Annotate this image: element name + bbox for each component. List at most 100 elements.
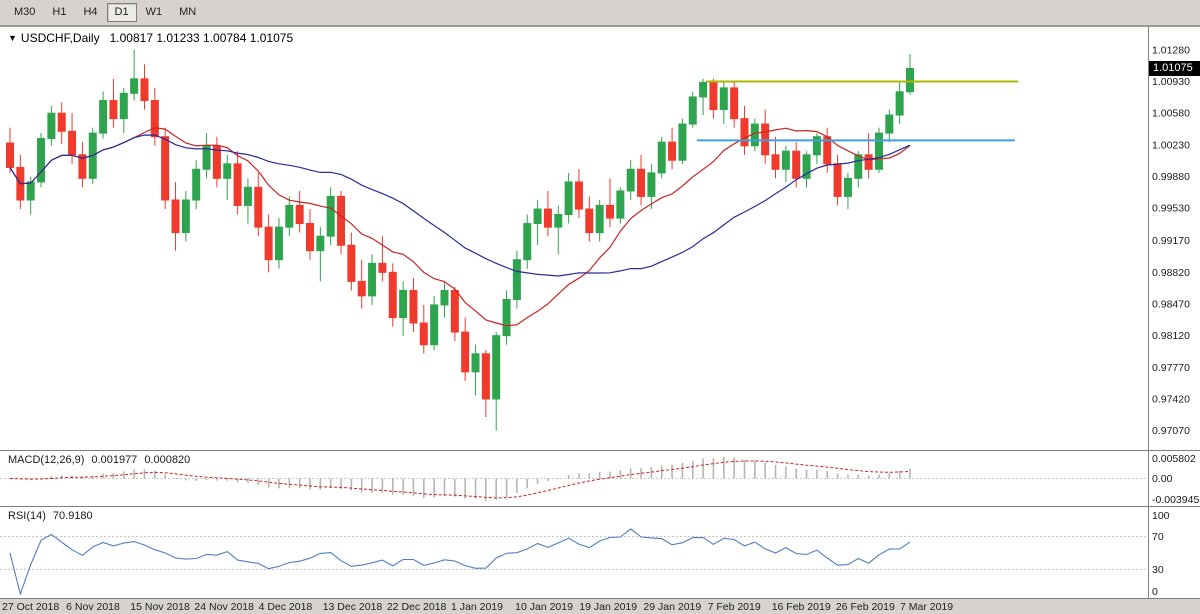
date-tick-label: 4 Dec 2018 — [259, 601, 313, 613]
chart-symbol-label: USDCHF,Daily — [20, 31, 100, 45]
candle-body — [678, 123, 687, 161]
macd-histogram-bar — [226, 478, 229, 481]
timeframe-button-h1[interactable]: H1 — [52, 6, 67, 18]
macd-histogram-bar — [257, 478, 260, 485]
timeframe-button-m30[interactable]: M30 — [14, 6, 36, 18]
macd-indicator-label: MACD(12,26,9) 0.001977 0.000820 — [8, 454, 197, 466]
candle-body — [181, 199, 190, 234]
timeframe-toolbar: M30 H1 H4 D1 W1 MN — [0, 0, 1200, 26]
macd-tick-label: -0.003945 — [1152, 494, 1199, 506]
candle-body — [99, 100, 108, 134]
macd-histogram-bar — [712, 457, 715, 479]
macd-histogram-bar — [857, 474, 860, 479]
candle-body — [368, 262, 377, 297]
candle-body — [606, 204, 614, 219]
macd-histogram-bar — [578, 473, 580, 479]
macd-histogram-bar — [247, 478, 249, 483]
candle-body — [585, 208, 594, 234]
ma-slow-line[interactable] — [9, 134, 911, 277]
price-tick-label: 1.01280 — [1152, 44, 1190, 56]
macd-histogram-bar — [433, 478, 435, 498]
rsi-tick-label: 0 — [1152, 586, 1158, 598]
macd-histogram-bar — [629, 468, 632, 479]
macd-histogram-bar — [567, 474, 570, 479]
macd-histogram-bar — [609, 471, 611, 479]
candle-body — [109, 100, 118, 120]
macd-histogram-bar — [816, 469, 818, 479]
macd-histogram-bar — [164, 474, 166, 479]
price-tick-label: 0.99170 — [1152, 235, 1190, 247]
price-tick-label: 0.98470 — [1152, 299, 1190, 311]
macd-value-main: 0.001977 — [91, 454, 138, 466]
candle-body — [233, 163, 242, 206]
candle-body — [719, 87, 728, 111]
macd-histogram-bar — [743, 459, 746, 479]
chart-header[interactable]: ▼ USDCHF,Daily 1.00817 1.01233 1.00784 1.0… — [8, 31, 293, 45]
candle-body — [554, 213, 563, 228]
rsi-value: 70.9180 — [52, 510, 93, 522]
candle-body — [171, 199, 180, 234]
macd-histogram-bar — [185, 478, 187, 481]
macd-histogram-bar — [309, 478, 311, 490]
macd-histogram-bar — [909, 468, 911, 479]
macd-histogram-bar — [826, 470, 829, 479]
macd-histogram-bar — [381, 478, 384, 493]
price-axis[interactable] — [1148, 26, 1200, 598]
candle-body — [533, 208, 542, 225]
chart-dropdown-icon[interactable]: ▼ — [8, 33, 17, 43]
candle-body — [47, 112, 56, 140]
macd-histogram-bar — [516, 478, 518, 494]
macd-histogram-bar — [671, 464, 673, 479]
macd-histogram-bar — [754, 460, 756, 479]
macd-histogram-bar — [691, 460, 694, 479]
macd-histogram-bar — [836, 473, 839, 479]
date-tick-label: 22 Dec 2018 — [387, 601, 447, 613]
rsi-tick-label: 30 — [1152, 564, 1164, 576]
macd-histogram-bar — [464, 478, 466, 499]
ma-fast-line[interactable] — [9, 127, 911, 327]
candle-body — [409, 289, 418, 324]
macd-histogram-bar — [505, 478, 508, 497]
candle-body — [647, 172, 656, 197]
macd-histogram-bar — [298, 478, 301, 489]
candle-body — [419, 322, 428, 346]
date-tick-label: 7 Mar 2019 — [900, 601, 953, 613]
price-tick-label: 0.99880 — [1152, 171, 1190, 183]
macd-histogram-bar — [722, 457, 725, 479]
macd-histogram-bar — [195, 478, 198, 481]
candle-body — [57, 112, 66, 132]
macd-histogram-bar — [474, 478, 477, 500]
time-axis[interactable] — [0, 598, 1148, 614]
macd-histogram-bar — [681, 462, 684, 479]
candle-body — [740, 118, 749, 147]
macd-tick-label: 0.00 — [1152, 473, 1173, 485]
candle-body — [326, 195, 335, 237]
timeframe-button-h4[interactable]: H4 — [83, 6, 98, 18]
timeframe-button-w1[interactable]: W1 — [145, 6, 163, 18]
timeframe-button-d1[interactable]: D1 — [106, 3, 137, 22]
rsi-indicator-label: RSI(14) 70.9180 — [8, 510, 100, 522]
price-tick-label: 0.98820 — [1152, 267, 1190, 279]
price-tick-label: 0.97070 — [1152, 425, 1190, 437]
timeframe-button-mn[interactable]: MN — [179, 6, 197, 18]
macd-histogram-bar — [619, 470, 622, 479]
candle-body — [595, 204, 604, 234]
macd-histogram-bar — [422, 478, 425, 498]
macd-histogram-bar — [547, 478, 549, 482]
candle-body — [864, 154, 873, 170]
candle-body — [461, 331, 470, 373]
date-tick-label: 29 Jan 2019 — [643, 601, 701, 613]
price-tick-label: 0.97420 — [1152, 393, 1190, 405]
candle-body — [450, 289, 459, 333]
candle-body — [512, 259, 521, 300]
macd-histogram-bar — [785, 466, 787, 479]
chart-background — [0, 26, 1200, 598]
rsi-tick-label: 70 — [1152, 531, 1164, 543]
macd-histogram-bar — [485, 478, 487, 501]
candle-body — [347, 244, 356, 282]
macd-histogram-bar — [112, 472, 115, 479]
macd-histogram-bar — [878, 474, 880, 479]
macd-histogram-bar — [102, 473, 104, 479]
candle-body — [130, 78, 139, 94]
